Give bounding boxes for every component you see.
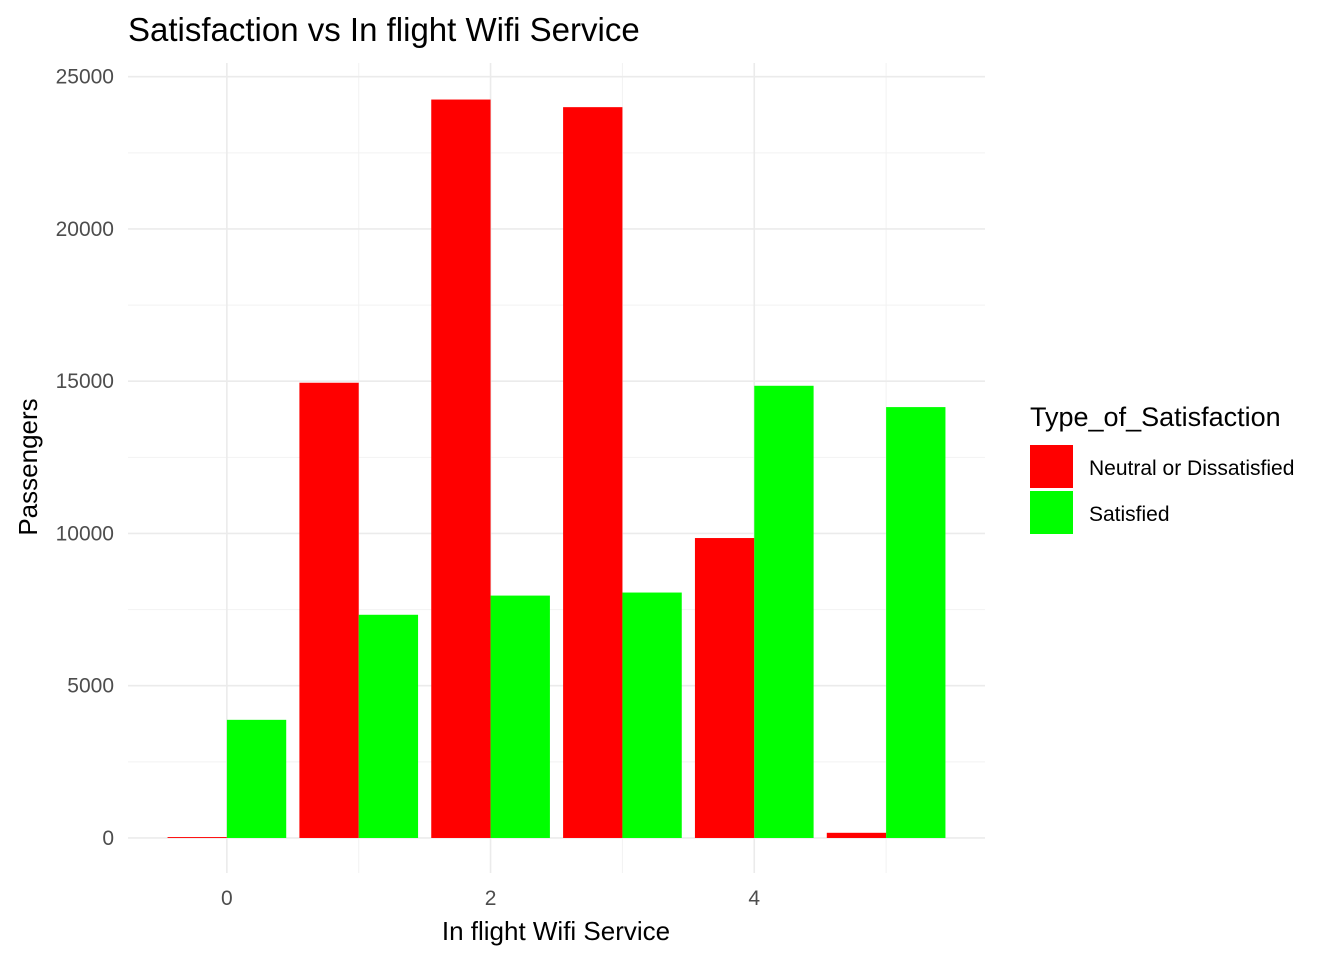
y-tick-label: 5000 bbox=[67, 675, 114, 698]
bar-0-1 bbox=[299, 382, 359, 838]
bars bbox=[167, 99, 946, 838]
bar-1-1 bbox=[358, 614, 419, 838]
legend-key bbox=[1030, 445, 1073, 488]
y-axis-title: Passengers bbox=[13, 398, 43, 535]
bar-0-4 bbox=[694, 538, 755, 838]
y-tick-label: 25000 bbox=[56, 66, 114, 89]
y-tick-label: 15000 bbox=[56, 370, 114, 393]
x-tick-label: 2 bbox=[485, 887, 497, 910]
legend-label: Neutral or Dissatisfied bbox=[1089, 457, 1294, 480]
chart-title: Satisfaction vs In flight Wifi Service bbox=[128, 11, 640, 48]
x-axis-ticks: 0 2 4 bbox=[221, 887, 760, 910]
legend: Type_of_Satisfaction Neutral or Dissatis… bbox=[1030, 402, 1294, 534]
bar-1-2 bbox=[490, 595, 550, 838]
bar-0-2 bbox=[431, 99, 491, 838]
y-tick-label: 0 bbox=[102, 827, 114, 850]
y-tick-label: 20000 bbox=[56, 218, 114, 241]
bar-0-0 bbox=[167, 837, 227, 838]
bar-1-3 bbox=[622, 592, 682, 838]
x-axis-title: In flight Wifi Service bbox=[442, 916, 670, 946]
legend-title: Type_of_Satisfaction bbox=[1030, 402, 1281, 432]
bar-1-4 bbox=[754, 385, 814, 838]
bar-1-0 bbox=[226, 719, 287, 838]
y-axis-ticks: 0 5000 10000 15000 20000 25000 bbox=[56, 66, 114, 850]
bar-1-5 bbox=[886, 407, 946, 838]
legend-label: Satisfied bbox=[1089, 503, 1170, 526]
bar-0-5 bbox=[826, 832, 887, 838]
y-tick-label: 10000 bbox=[56, 522, 114, 545]
x-tick-label: 0 bbox=[221, 887, 233, 910]
bar-0-3 bbox=[563, 107, 623, 838]
legend-key bbox=[1030, 491, 1073, 534]
x-tick-label: 4 bbox=[748, 887, 760, 910]
